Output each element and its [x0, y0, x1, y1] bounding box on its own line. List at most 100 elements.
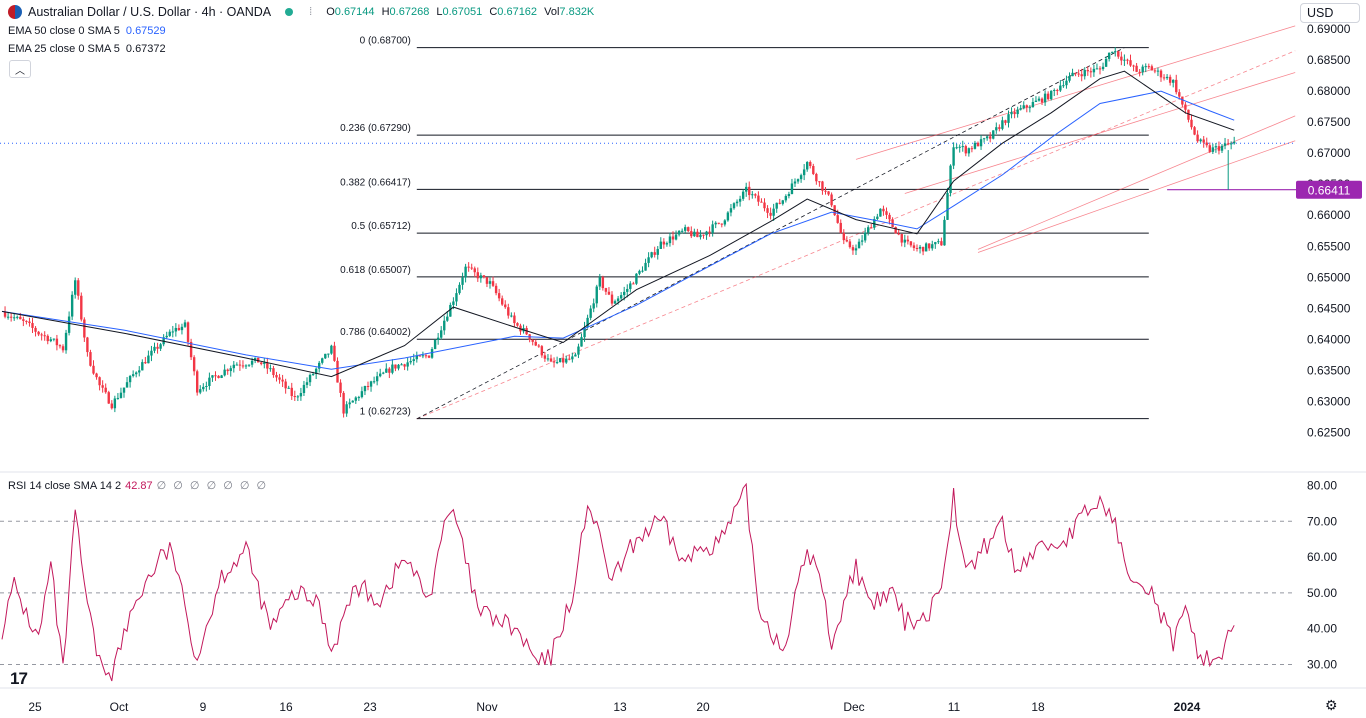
currency-button[interactable]: USD [1300, 3, 1360, 23]
candle-body [1226, 143, 1230, 145]
time-axis-tick: 18 [1031, 700, 1045, 714]
vol-label: Vol [544, 6, 560, 18]
candle-body [674, 234, 678, 240]
candle-body [1007, 114, 1010, 123]
candle-body [763, 202, 766, 209]
candle-body [202, 386, 205, 390]
chevron-up-icon: ︿ [15, 65, 25, 77]
candle-body [473, 268, 476, 273]
candle-body [793, 181, 797, 184]
low-value: 0.67051 [442, 6, 483, 18]
candle-body [141, 362, 144, 371]
candle-body [857, 241, 861, 249]
candle-body [147, 355, 150, 364]
candle-body [138, 370, 141, 373]
candle-body [199, 389, 202, 393]
candle-body [491, 281, 495, 286]
candle-body [1181, 96, 1184, 105]
candle-body [394, 364, 397, 369]
candle-body [1004, 120, 1007, 123]
symbol-title[interactable]: Australian Dollar / U.S. Dollar · 4h · O… [28, 5, 272, 19]
price-axis-tick: 0.63500 [1307, 363, 1351, 377]
time-axis-tick: 25 [28, 700, 42, 714]
indicator-ema50[interactable]: EMA 50 close 0 SMA 5 0.67529 [8, 25, 166, 37]
candle-body [9, 316, 13, 318]
candle-body [363, 386, 367, 392]
candle-body [720, 223, 723, 225]
pitchfork-line [977, 115, 1296, 250]
candle-body [183, 322, 187, 327]
candle-body [1056, 90, 1059, 92]
candle-body [1111, 51, 1114, 53]
candle-body [104, 387, 107, 393]
candle-body [43, 335, 46, 337]
candle-body [647, 257, 650, 263]
candle-body [1208, 145, 1211, 152]
candle-body [821, 181, 824, 191]
candle-body [659, 241, 662, 249]
candle-body [1016, 109, 1019, 115]
candle-body [1159, 70, 1163, 78]
candle-body [421, 355, 425, 357]
pitchfork-line [977, 140, 1296, 253]
candle-body [476, 272, 479, 279]
indicator-ema25[interactable]: EMA 25 close 0 SMA 5 0.67372 [8, 43, 166, 55]
rsi-legend[interactable]: RSI 14 close SMA 14 2 42.87 ∅ ∅ ∅ ∅ ∅ ∅ ∅ [8, 479, 268, 492]
candle-body [757, 195, 760, 202]
fib-trend-line [416, 47, 1125, 420]
candle-body [629, 283, 632, 289]
price-axis-tick: 0.64500 [1307, 301, 1351, 315]
close-value: 0.67162 [497, 6, 538, 18]
candle-body [626, 288, 629, 292]
candle-body [443, 320, 446, 331]
candle-body [1059, 85, 1062, 91]
candle-body [818, 181, 821, 183]
candle-body [189, 341, 193, 358]
candle-body [311, 374, 315, 376]
candle-body [766, 208, 769, 213]
tradingview-logo-icon[interactable]: 17 [10, 669, 28, 688]
price-axis-tick: 0.63000 [1307, 394, 1351, 408]
candle-body [696, 231, 699, 238]
candle-body [287, 387, 290, 389]
candle-body [25, 320, 28, 322]
candle-body [318, 362, 321, 369]
open-label: O [326, 6, 335, 18]
candle-body [729, 208, 733, 213]
rsi-axis-tick: 50.00 [1307, 586, 1337, 600]
candle-body [241, 365, 245, 367]
candle-body [1187, 109, 1190, 120]
support-price-label: 0.66411 [1308, 184, 1351, 198]
candle-body [95, 373, 98, 378]
candle-body [253, 357, 257, 361]
candle-body [632, 283, 635, 285]
candle-body [860, 240, 864, 242]
fib-level-label: 0 (0.68700) [360, 36, 411, 47]
candle-body [1165, 76, 1169, 79]
candle-body [70, 294, 74, 317]
candle-body [970, 148, 974, 150]
candle-body [412, 359, 415, 362]
candle-body [912, 245, 916, 249]
candle-body [845, 240, 849, 242]
candle-body [135, 372, 138, 375]
candle-body [131, 374, 135, 376]
candle-body [543, 355, 547, 359]
candle-body [982, 138, 986, 140]
candle-body [662, 241, 666, 245]
candle-body [1123, 59, 1126, 61]
candle-body [796, 179, 800, 182]
candle-body [644, 262, 647, 271]
candle-body [1172, 79, 1175, 83]
candle-body [366, 386, 370, 388]
gear-icon[interactable]: ⚙ [1325, 697, 1338, 713]
candle-body [250, 360, 254, 365]
candle-body [1184, 104, 1187, 110]
candle-body [28, 321, 31, 324]
collapse-indicators-button[interactable]: ︿ [9, 60, 31, 78]
candle-body [1086, 70, 1089, 72]
candle-body [510, 315, 513, 317]
candle-body [397, 364, 400, 369]
candle-body [1162, 77, 1166, 79]
candle-body [552, 361, 556, 363]
